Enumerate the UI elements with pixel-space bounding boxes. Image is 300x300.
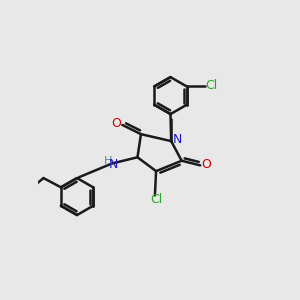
Text: Cl: Cl [150, 193, 162, 206]
Text: H: H [103, 156, 112, 166]
Text: Cl: Cl [205, 79, 218, 92]
Text: O: O [201, 158, 211, 171]
Text: O: O [111, 117, 121, 130]
Text: N: N [172, 133, 182, 146]
Text: N: N [108, 158, 118, 171]
